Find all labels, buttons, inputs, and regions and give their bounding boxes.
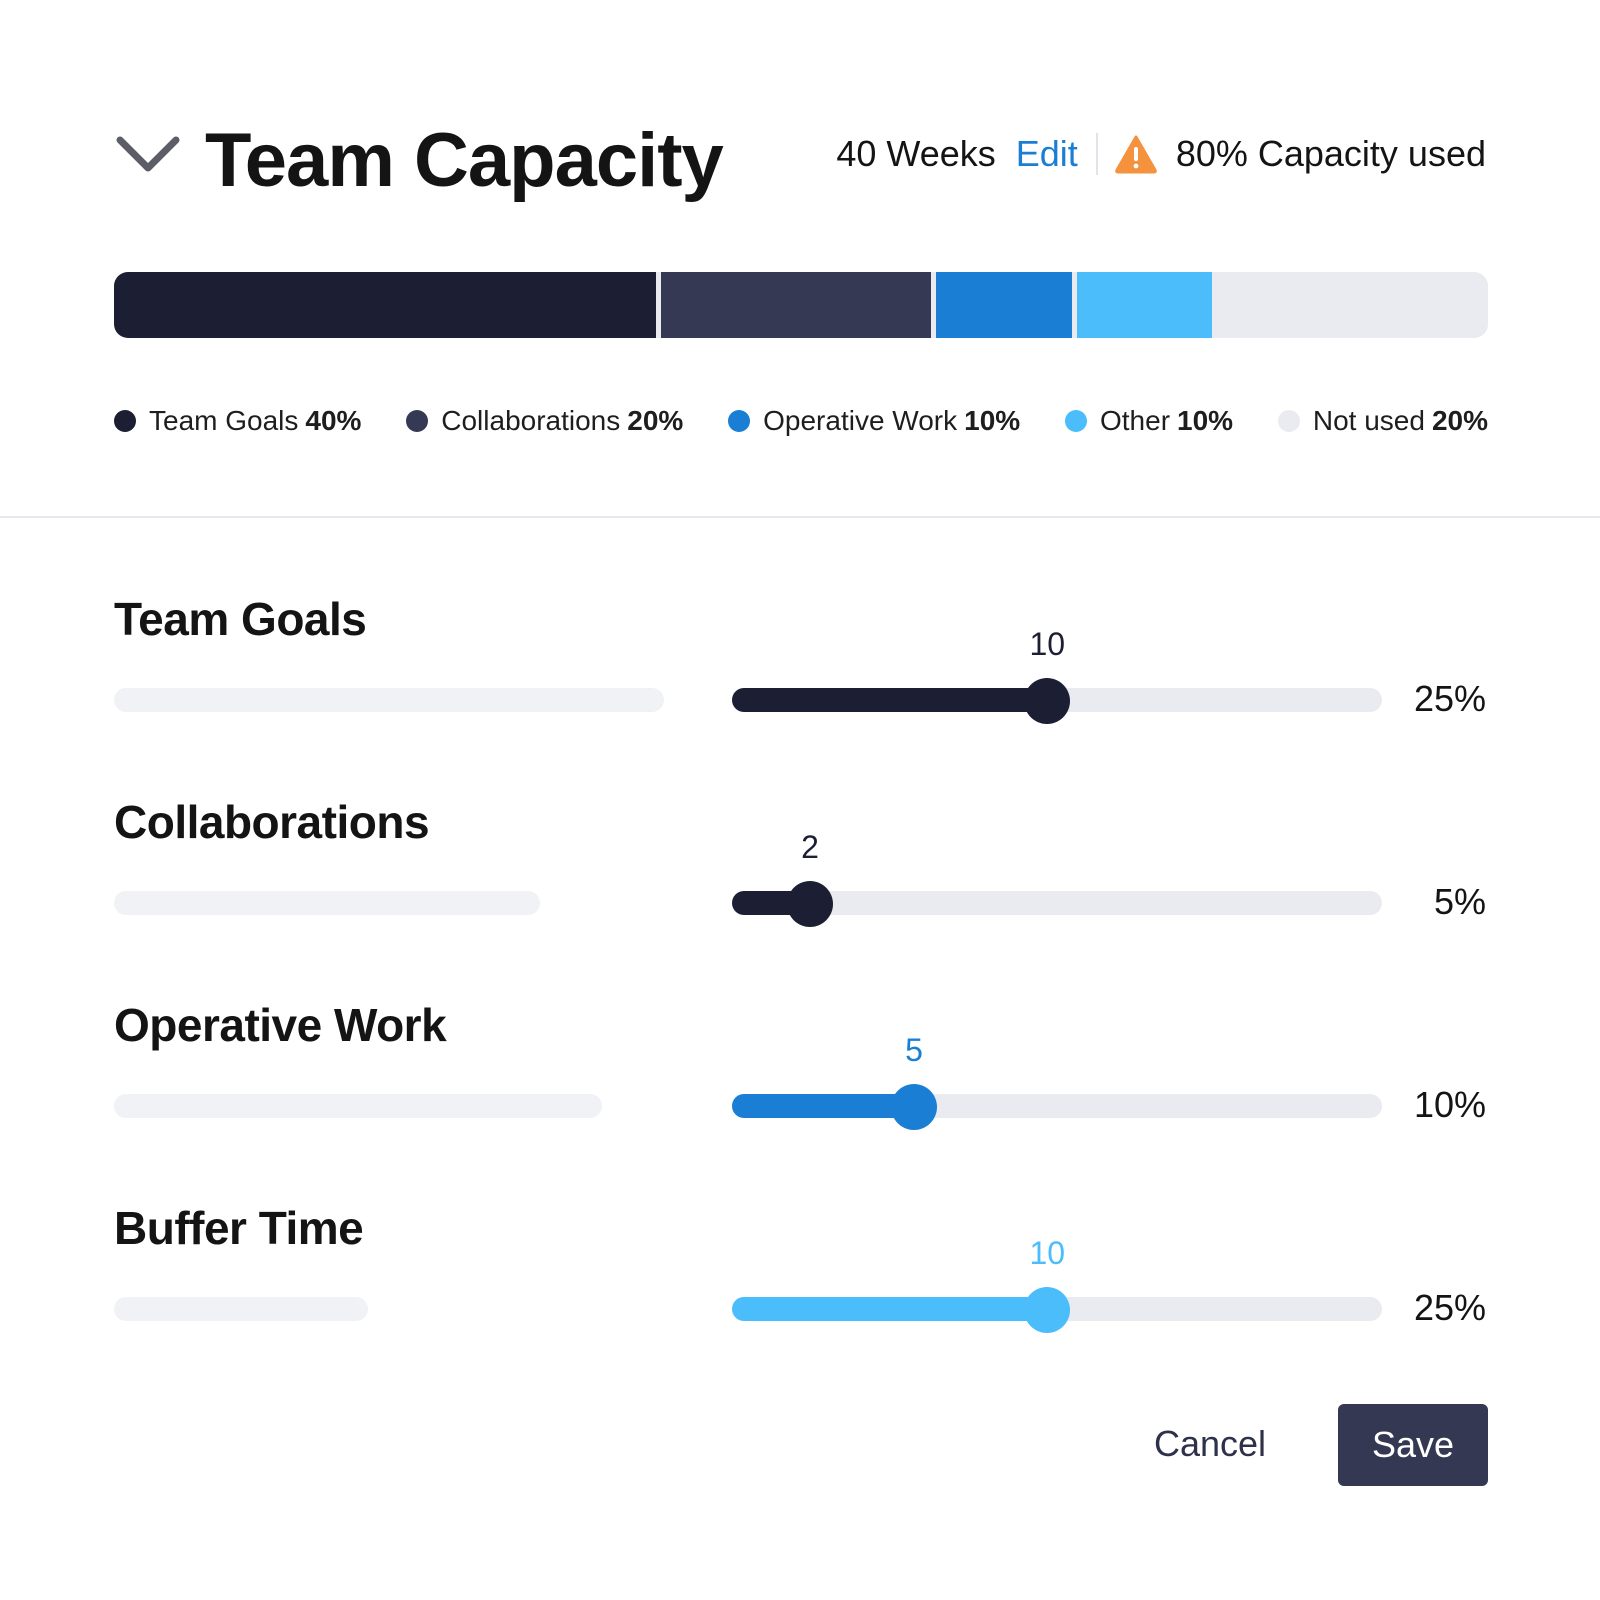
weeks-label: 40 Weeks (836, 133, 996, 174)
capacity-segment-collaborations (660, 272, 932, 338)
slider-thumb[interactable] (891, 1084, 937, 1130)
slider-fill (732, 688, 1048, 712)
legend-item: Team Goals 40% (114, 405, 361, 437)
percent-value: 10% (1413, 1084, 1486, 1125)
slider-thumb[interactable] (1024, 1287, 1071, 1333)
legend-value: 20% (1431, 405, 1488, 436)
legend-dot (406, 410, 429, 432)
legend-label: Team Goals (149, 405, 299, 436)
row-title: Team Goals (114, 593, 367, 645)
warning-triangle-icon (1114, 134, 1158, 174)
legend-label: Operative Work (763, 405, 958, 436)
capacity-segment-operative-work (936, 272, 1072, 338)
placeholder-bar (114, 1297, 369, 1321)
placeholder-bar (114, 688, 664, 712)
row-title: Buffer Time (114, 1202, 364, 1254)
capacity-legend: Team Goals 40% Collaborations 20% Operat… (114, 405, 1488, 437)
legend-dot (728, 410, 751, 432)
legend-dot (1064, 410, 1087, 432)
slider-fill (732, 1094, 914, 1118)
legend-item: Other 10% (1064, 405, 1234, 437)
slider-value-label: 2 (801, 829, 819, 865)
legend-value: 40% (305, 405, 362, 436)
slider-track[interactable]: 10 (732, 1235, 1382, 1333)
capacity-summary: 40 Weeks Edit 80% Capacity used (836, 126, 1486, 182)
legend-label: Collaborations (441, 405, 621, 436)
percent-value: 25% (1413, 678, 1486, 719)
legend-dot (1277, 410, 1300, 432)
page-title: Team Capacity (205, 118, 724, 203)
slider-thumb[interactable] (1024, 678, 1071, 724)
placeholder-bar (114, 1094, 602, 1118)
row-title: Operative Work (114, 999, 447, 1051)
capacity-bar (114, 272, 1488, 338)
slider-thumb[interactable] (787, 881, 833, 927)
legend-dot (114, 410, 136, 432)
slider-fill (732, 1297, 1048, 1321)
save-button[interactable]: Save (1338, 1404, 1488, 1486)
legend-value: 10% (1177, 405, 1234, 436)
placeholder-bar (114, 891, 540, 915)
percent-value: 25% (1413, 1287, 1486, 1328)
legend-value: 10% (964, 405, 1021, 436)
section-divider (0, 516, 1600, 518)
slider-value-label: 10 (1029, 626, 1066, 662)
cancel-button[interactable]: Cancel (1135, 1402, 1285, 1486)
legend-item: Collaborations 20% (406, 405, 683, 437)
row-title: Collaborations (114, 796, 430, 848)
slider-value-label: 10 (1029, 1235, 1066, 1271)
capacity-segment-not-used (1217, 272, 1488, 338)
legend-label: Other (1099, 405, 1171, 436)
percent-value: 5% (1433, 881, 1486, 922)
header-divider (1095, 133, 1098, 175)
slider-track[interactable]: 5 (732, 1032, 1382, 1130)
capacity-segment-other (1076, 272, 1213, 338)
slider-value-label: 5 (905, 1032, 923, 1068)
capacity-segment-team-goals (114, 272, 656, 338)
capacity-used-text: 80% Capacity used (1175, 133, 1486, 174)
legend-label: Not used (1312, 405, 1425, 436)
legend-item: Operative Work 10% (728, 405, 1020, 437)
slider-track[interactable]: 2 (732, 829, 1382, 927)
legend-item: Not used 20% (1277, 405, 1488, 437)
edit-link[interactable]: Edit (1015, 133, 1078, 174)
legend-value: 20% (627, 405, 684, 436)
slider-track[interactable]: 10 (732, 626, 1382, 724)
chevron-down-icon[interactable] (112, 130, 184, 180)
